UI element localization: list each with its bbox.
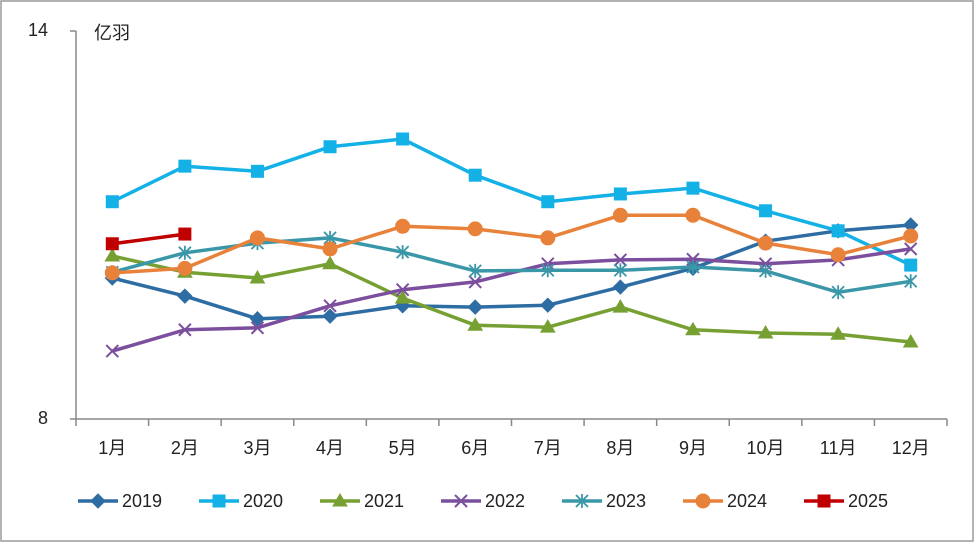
series-line [111,247,911,353]
legend-label: 2024 [727,491,767,511]
marker [612,299,629,313]
marker [322,255,338,270]
marker [394,290,411,304]
marker [323,299,337,313]
legend-label: 2023 [606,491,646,511]
marker [332,493,348,507]
x-tick-label: 4月 [316,438,344,458]
marker [613,187,627,201]
series-line [111,223,911,321]
marker [902,334,919,348]
x-tick-label: 11月 [820,438,857,458]
marker [903,228,919,244]
x-tick-label: 12月 [892,438,930,458]
x-tick-label: 5月 [389,438,417,458]
marker [395,245,410,260]
marker [904,258,918,272]
marker [613,253,628,267]
marker [105,237,119,251]
marker [250,164,264,178]
marker [468,275,482,289]
marker [178,227,192,241]
marker [695,493,711,509]
marker [467,317,484,331]
marker [395,282,410,297]
marker [90,493,106,509]
marker [322,308,338,324]
marker [250,321,265,335]
marker [104,265,120,281]
marker [105,195,119,209]
series-line [112,213,912,275]
marker [105,344,119,358]
series-line [111,137,912,267]
marker [830,326,846,340]
x-tick-label: 9月 [679,438,707,458]
marker [468,263,482,278]
marker [454,494,468,508]
marker [685,321,701,336]
marker [396,132,410,146]
marker [178,323,192,337]
legend-label: 2025 [848,491,888,511]
marker [904,274,918,289]
marker [468,168,482,182]
marker [539,319,556,333]
marker [540,297,556,313]
marker [249,311,266,327]
marker [541,263,555,278]
marker [178,245,192,260]
marker [541,195,555,209]
series-line [111,254,911,344]
marker [757,325,774,339]
legend-label: 2022 [485,491,525,511]
marker [831,224,845,238]
marker [322,241,338,257]
marker [104,248,121,262]
marker [212,494,226,508]
marker [686,260,700,275]
marker [685,207,701,223]
legend-label: 2019 [122,491,162,511]
marker [686,181,700,195]
marker [177,288,193,304]
marker [575,494,589,508]
marker [323,140,337,154]
x-tick-label: 7月 [534,438,562,458]
marker [395,218,411,234]
marker [467,299,483,315]
y-tick-label: 8 [38,408,48,428]
marker [758,263,773,278]
marker [758,235,774,251]
x-tick-label: 8月 [606,438,634,458]
legend-label: 2020 [243,491,283,511]
marker [830,247,846,263]
series-line [112,232,186,246]
x-tick-label: 6月 [461,438,489,458]
marker [177,260,193,276]
marker [613,263,628,278]
marker [612,207,628,223]
marker [540,230,556,246]
x-tick-label: 3月 [243,438,271,458]
y-axis-label: 亿羽 [94,23,130,43]
marker [249,230,265,246]
marker [467,221,483,237]
legend-label: 2021 [364,491,404,511]
marker [612,279,629,295]
marker [249,270,266,284]
x-tick-label: 10月 [747,438,785,458]
y-tick-label: 14 [28,20,48,40]
marker [904,242,918,256]
x-tick-label: 2月 [171,438,199,458]
marker [831,285,845,300]
marker [759,204,773,218]
marker [817,494,831,508]
marker [178,159,192,173]
x-tick-label: 1月 [98,438,126,458]
